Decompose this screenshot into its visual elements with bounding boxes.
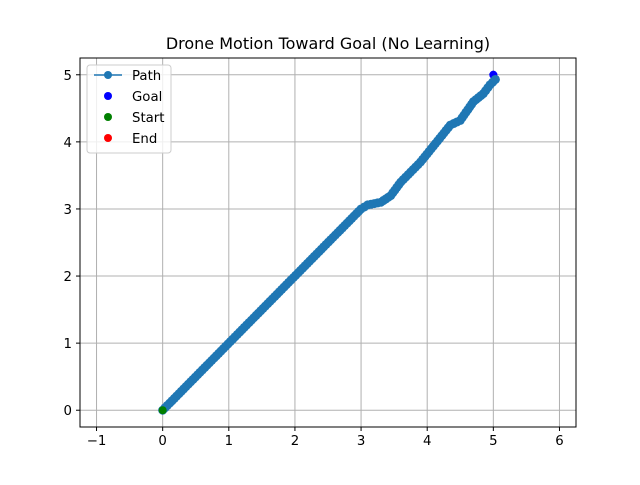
y-tick-label: 2 [64, 270, 72, 285]
ticks: −1 0 1 2 3 4 5 6 0 1 2 3 4 5 [64, 69, 564, 449]
chart-title: Drone Motion Toward Goal (No Learning) [166, 34, 490, 53]
legend-goal-marker [104, 92, 112, 100]
x-tick-label: 4 [423, 434, 431, 449]
path-end-point [490, 74, 500, 84]
start-point [158, 406, 167, 415]
y-tick-label: 1 [64, 337, 72, 352]
legend-end-marker [104, 134, 112, 142]
legend-start-label: Start [132, 111, 164, 126]
y-tick-label: 0 [64, 404, 72, 419]
y-tick-label: 4 [64, 136, 72, 151]
plot-layer [158, 70, 500, 415]
axes-frame [79, 57, 577, 428]
x-tick-label: 1 [225, 434, 233, 449]
x-tick-label: 5 [489, 434, 497, 449]
y-tick-label: 3 [64, 203, 72, 218]
x-tick-label: 6 [555, 434, 563, 449]
x-tick-label: 0 [158, 434, 166, 449]
y-tick-label: 5 [64, 69, 72, 84]
x-tick-label: −1 [87, 434, 107, 449]
legend-goal-label: Goal [132, 90, 162, 105]
legend-path-marker [104, 71, 112, 79]
legend-end-label: End [132, 132, 157, 147]
legend-box [86, 64, 172, 154]
x-tick-label: 2 [291, 434, 299, 449]
legend-path-label: Path [132, 69, 161, 84]
legend-start-marker [104, 113, 112, 121]
legend: Path Goal Start End [86, 64, 172, 154]
x-tick-label: 3 [357, 434, 365, 449]
